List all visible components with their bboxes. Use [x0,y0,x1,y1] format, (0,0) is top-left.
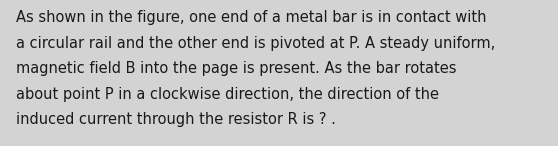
Text: magnetic field B into the page is present. As the bar rotates: magnetic field B into the page is presen… [16,61,456,76]
Text: As shown in the figure, one end of a metal bar is in contact with: As shown in the figure, one end of a met… [16,10,486,25]
Text: about point P in a clockwise direction, the direction of the: about point P in a clockwise direction, … [16,87,439,102]
Text: a circular rail and the other end is pivoted at P. A steady uniform,: a circular rail and the other end is piv… [16,36,495,51]
Text: induced current through the resistor R is ? .: induced current through the resistor R i… [16,112,335,127]
